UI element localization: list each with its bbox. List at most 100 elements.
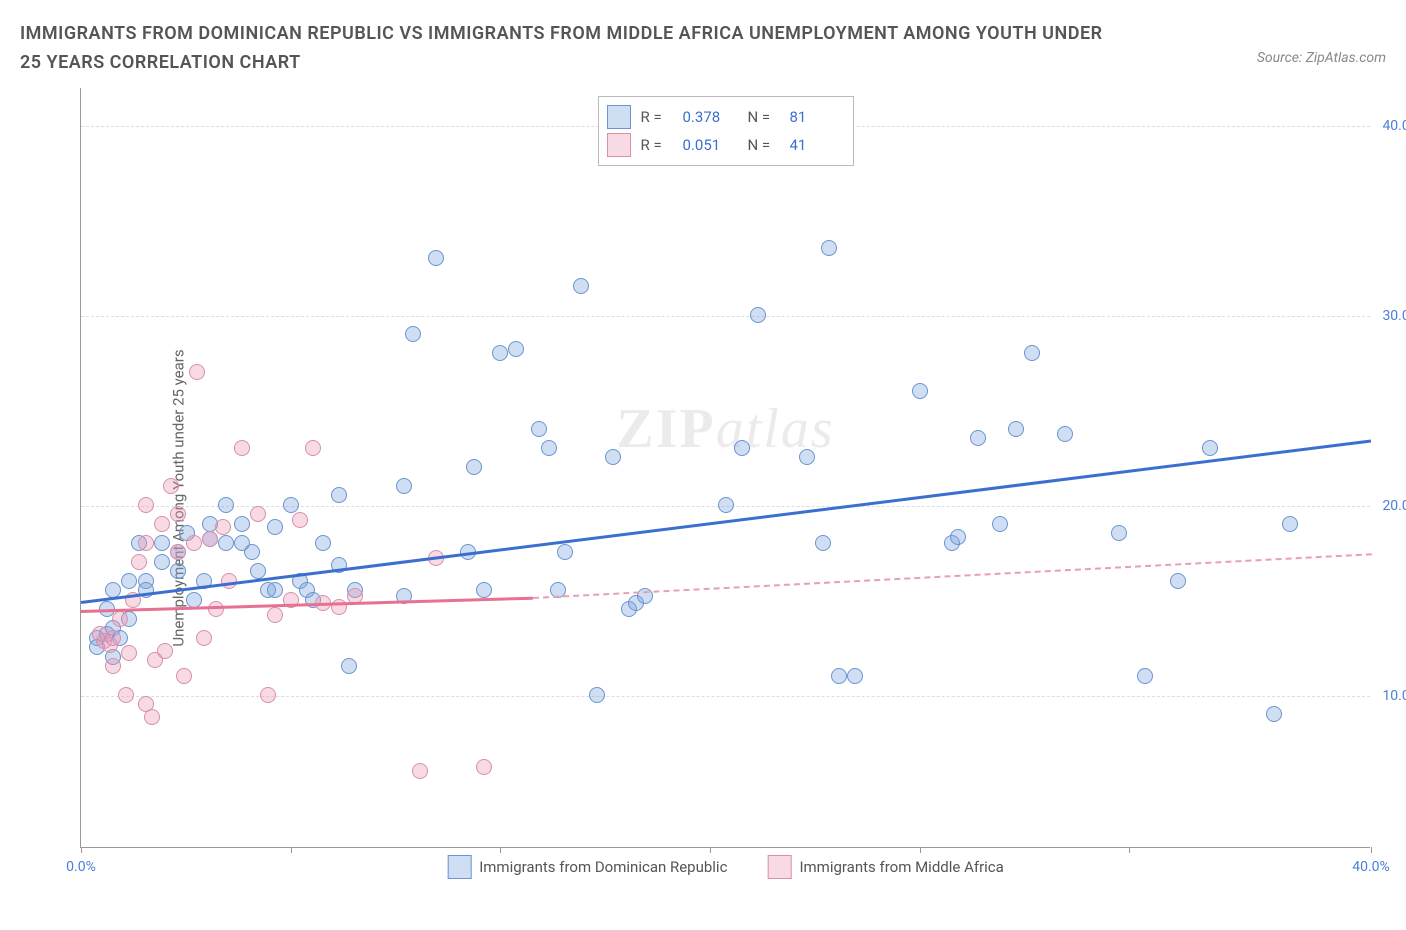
swatch-series-2	[607, 133, 631, 157]
data-point	[573, 278, 589, 294]
data-point	[138, 497, 154, 513]
data-point	[847, 668, 863, 684]
data-point	[1008, 421, 1024, 437]
n-value-2: 41	[790, 136, 845, 154]
data-point	[267, 607, 283, 623]
plot-area: ZIPatlas R = 0.378 N = 81 R = 0.051 N = …	[80, 88, 1370, 848]
data-point	[1266, 706, 1282, 722]
r-value-1: 0.378	[683, 108, 738, 126]
data-point	[260, 687, 276, 703]
data-point	[250, 506, 266, 522]
data-point	[283, 497, 299, 513]
data-point	[831, 668, 847, 684]
data-point	[186, 535, 202, 551]
data-point	[138, 535, 154, 551]
data-point	[1057, 426, 1073, 442]
data-point	[218, 497, 234, 513]
r-label: R =	[641, 136, 673, 154]
data-point	[396, 478, 412, 494]
data-point	[605, 449, 621, 465]
data-point	[718, 497, 734, 513]
y-tick-label: 40.0%	[1382, 118, 1406, 134]
data-point	[267, 519, 283, 535]
r-label: R =	[641, 108, 673, 126]
data-point	[176, 668, 192, 684]
x-tick-mark	[920, 847, 921, 853]
data-point	[821, 240, 837, 256]
data-point	[492, 345, 508, 361]
data-point	[1137, 668, 1153, 684]
data-point	[799, 449, 815, 465]
data-point	[589, 687, 605, 703]
data-point	[557, 544, 573, 560]
bottom-legend: Immigrants from Dominican Republic Immig…	[447, 855, 1004, 879]
n-label: N =	[748, 136, 780, 154]
data-point	[154, 516, 170, 532]
r-value-2: 0.051	[683, 136, 738, 154]
data-point	[750, 307, 766, 323]
swatch-series-1	[447, 855, 471, 879]
data-point	[234, 440, 250, 456]
data-point	[476, 582, 492, 598]
x-tick-label: 40.0%	[1352, 859, 1390, 875]
n-value-1: 81	[790, 108, 845, 126]
swatch-series-1	[607, 105, 631, 129]
data-point	[734, 440, 750, 456]
data-point	[1170, 573, 1186, 589]
data-point	[331, 487, 347, 503]
stats-legend-box: R = 0.378 N = 81 R = 0.051 N = 41	[598, 96, 854, 166]
data-point	[412, 763, 428, 779]
data-point	[105, 630, 121, 646]
data-point	[112, 611, 128, 627]
data-point	[244, 544, 260, 560]
x-tick-mark	[1371, 847, 1372, 853]
data-point	[315, 535, 331, 551]
data-point	[912, 383, 928, 399]
data-point	[170, 563, 186, 579]
legend-item-1: Immigrants from Dominican Republic	[447, 855, 727, 879]
data-point	[428, 250, 444, 266]
data-point	[105, 658, 121, 674]
data-point	[215, 519, 231, 535]
legend-item-2: Immigrants from Middle Africa	[767, 855, 1003, 879]
y-tick-label: 20.0%	[1382, 498, 1406, 514]
data-point	[466, 459, 482, 475]
data-point	[1282, 516, 1298, 532]
y-tick-label: 30.0%	[1382, 308, 1406, 324]
data-point	[292, 512, 308, 528]
data-point	[341, 658, 357, 674]
data-point	[508, 341, 524, 357]
swatch-series-2	[767, 855, 791, 879]
data-point	[131, 554, 147, 570]
y-tick-label: 10.0%	[1382, 688, 1406, 704]
data-point	[405, 326, 421, 342]
data-point	[531, 421, 547, 437]
x-tick-mark	[291, 847, 292, 853]
data-point	[267, 582, 283, 598]
x-tick-mark	[1129, 847, 1130, 853]
data-point	[234, 516, 250, 532]
source-label: Source: ZipAtlas.com	[1257, 50, 1386, 66]
data-point	[815, 535, 831, 551]
data-point	[121, 573, 137, 589]
data-point	[1111, 525, 1127, 541]
data-point	[163, 478, 179, 494]
data-point	[121, 645, 137, 661]
data-point	[170, 544, 186, 560]
trend-line	[532, 553, 1371, 599]
x-tick-label: 0.0%	[66, 859, 96, 875]
data-point	[250, 563, 266, 579]
data-point	[118, 687, 134, 703]
n-label: N =	[748, 108, 780, 126]
gridline	[81, 316, 1370, 317]
x-tick-mark	[710, 847, 711, 853]
data-point	[154, 535, 170, 551]
x-tick-mark	[500, 847, 501, 853]
stats-row-series-2: R = 0.051 N = 41	[607, 131, 845, 159]
data-point	[218, 535, 234, 551]
data-point	[157, 643, 173, 659]
stats-row-series-1: R = 0.378 N = 81	[607, 103, 845, 131]
legend-label-1: Immigrants from Dominican Republic	[479, 858, 727, 876]
data-point	[1202, 440, 1218, 456]
data-point	[476, 759, 492, 775]
